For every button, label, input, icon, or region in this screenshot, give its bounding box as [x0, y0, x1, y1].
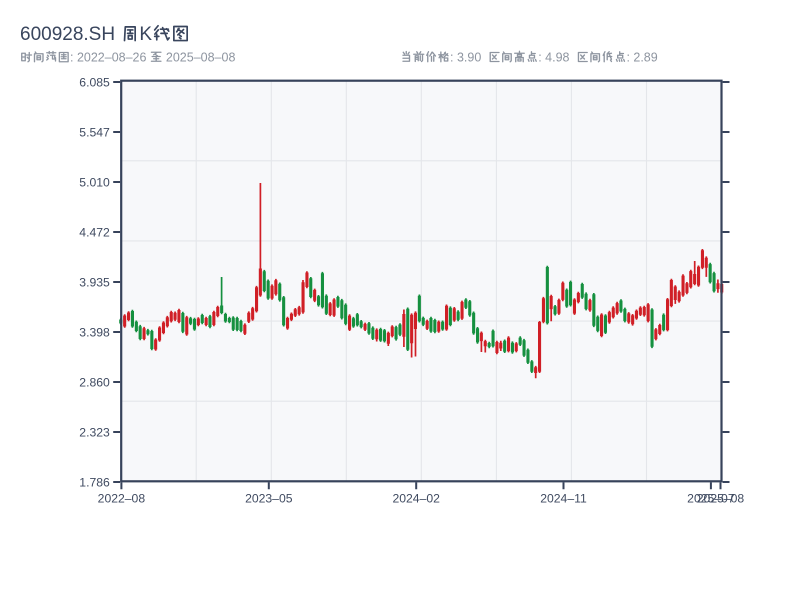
svg-text:K: K — [139, 24, 152, 45]
svg-text:: 2.89: : 2.89 — [626, 51, 657, 65]
svg-text:2024–02: 2024–02 — [392, 491, 440, 505]
svg-text:: 3.90: : 3.90 — [450, 51, 481, 65]
svg-text:2025–08–08: 2025–08–08 — [166, 51, 236, 65]
svg-text:: 4.98: : 4.98 — [538, 51, 569, 65]
svg-text:2025–08: 2025–08 — [697, 491, 745, 505]
svg-text:6.085: 6.085 — [79, 75, 110, 89]
svg-text:: 2022–08–26: : 2022–08–26 — [70, 51, 147, 65]
svg-text:3.398: 3.398 — [79, 325, 110, 339]
svg-text:2023–05: 2023–05 — [245, 491, 293, 505]
svg-text:2025–07: 2025–07 — [687, 491, 735, 505]
svg-text:5.547: 5.547 — [79, 125, 110, 139]
svg-text:4.472: 4.472 — [79, 225, 110, 239]
svg-text:2022–08: 2022–08 — [98, 491, 146, 505]
svg-text:600928.SH: 600928.SH — [20, 24, 115, 45]
svg-text:2.860: 2.860 — [79, 375, 110, 389]
svg-text:1.786: 1.786 — [79, 475, 110, 489]
svg-text:5.010: 5.010 — [79, 175, 110, 189]
svg-text:3.935: 3.935 — [79, 275, 110, 289]
svg-text:2.323: 2.323 — [79, 425, 110, 439]
svg-text:2024–11: 2024–11 — [540, 491, 587, 505]
